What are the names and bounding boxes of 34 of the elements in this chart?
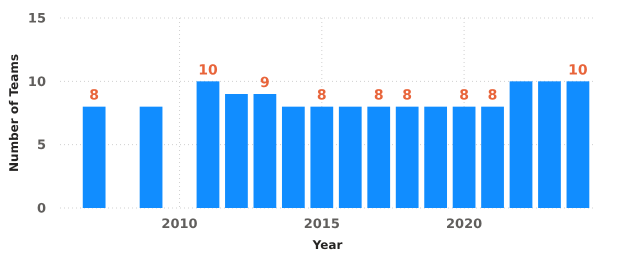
data-label: 10 — [568, 62, 588, 78]
bar — [424, 106, 448, 208]
bar — [310, 106, 334, 208]
data-label: 8 — [402, 88, 412, 104]
x-tick-label: 2010 — [161, 217, 198, 232]
bar — [282, 106, 305, 208]
y-tick-label: 10 — [28, 74, 46, 90]
x-tick-label: 2020 — [446, 217, 482, 232]
data-label: 9 — [260, 75, 270, 91]
bar — [225, 94, 248, 208]
bar — [196, 81, 220, 208]
bar — [338, 106, 362, 208]
y-axis-title: Number of Teams — [7, 54, 21, 172]
data-label: 8 — [459, 88, 469, 104]
data-label: 8 — [89, 88, 100, 104]
y-tick-label: 0 — [36, 202, 46, 217]
data-label: 8 — [316, 88, 327, 104]
bar — [254, 94, 276, 208]
bar — [510, 81, 532, 208]
bar — [396, 106, 419, 208]
bar — [140, 106, 162, 208]
bar — [538, 81, 561, 208]
bar — [82, 106, 106, 208]
data-label: 8 — [488, 88, 498, 104]
x-tick-label: 2015 — [304, 217, 340, 232]
data-label: 10 — [198, 62, 218, 78]
bar — [566, 81, 590, 208]
bar — [367, 106, 390, 208]
y-tick-label: 15 — [28, 12, 46, 27]
bar — [452, 106, 476, 208]
x-axis-title: Year — [312, 238, 342, 252]
y-tick-label: 5 — [36, 138, 46, 154]
data-label: 8 — [374, 88, 384, 104]
bar — [481, 106, 504, 208]
